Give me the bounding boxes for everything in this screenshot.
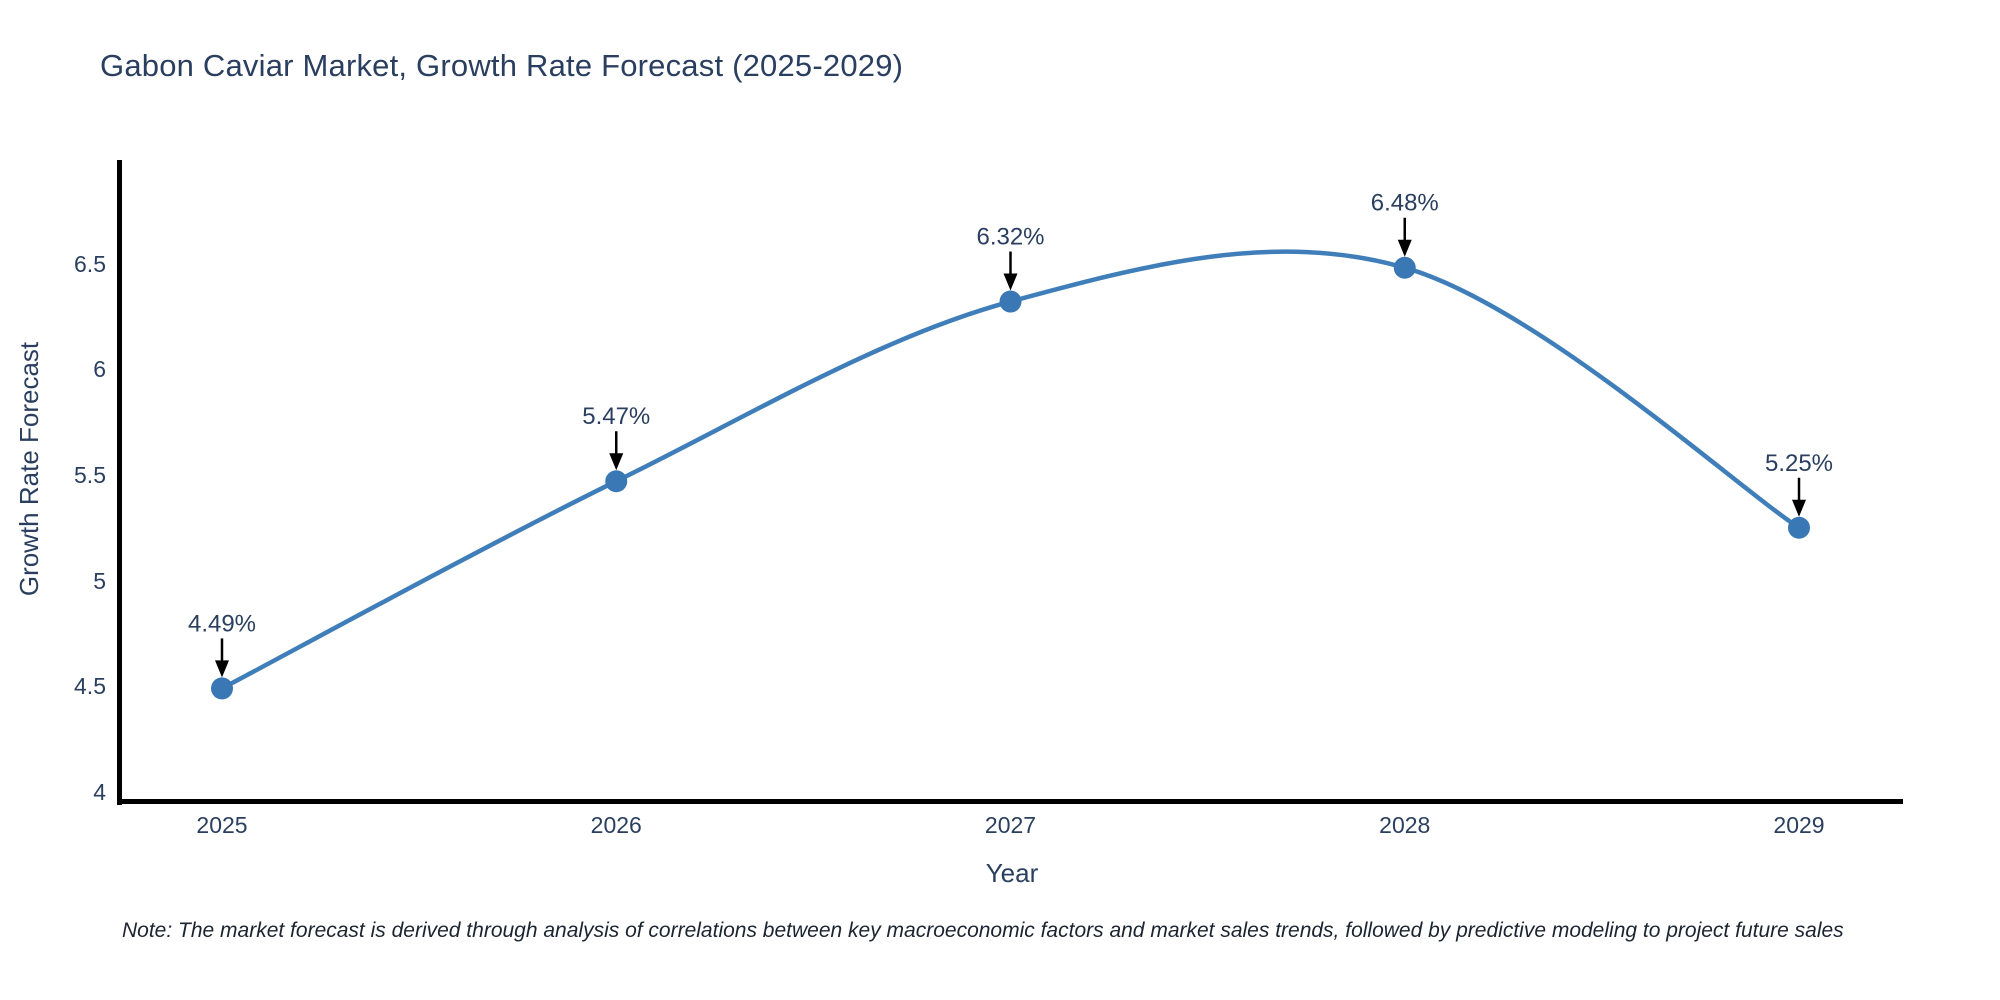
annotation-arrow-head-icon xyxy=(609,453,624,471)
data-point-marker xyxy=(999,290,1022,313)
data-point-marker xyxy=(1788,516,1810,539)
data-point-group: 5.47% xyxy=(582,403,650,493)
annotation-arrow-head-icon xyxy=(1003,273,1018,291)
annotation-label: 5.47% xyxy=(582,403,650,430)
x-tick-label: 2026 xyxy=(590,812,642,838)
x-tick-label: 2029 xyxy=(1773,812,1825,838)
data-point-group: 6.48% xyxy=(1371,190,1439,279)
annotation-arrow-head-icon xyxy=(1397,239,1412,257)
x-tick-label: 2025 xyxy=(196,812,248,838)
annotation-label: 6.48% xyxy=(1371,190,1439,217)
y-tick-label: 4.5 xyxy=(74,673,106,700)
footnote: Note: The market forecast is derived thr… xyxy=(122,919,1844,942)
x-tick-label: 2027 xyxy=(984,812,1037,838)
chart-title: Gabon Caviar Market, Growth Rate Forecas… xyxy=(100,48,904,83)
annotation-label: 4.49% xyxy=(188,610,256,637)
data-point-group: 4.49% xyxy=(188,610,256,700)
x-axis-line xyxy=(117,799,1903,804)
annotation-label: 5.25% xyxy=(1765,450,1833,477)
data-point-group: 5.25% xyxy=(1765,450,1833,539)
annotation-arrow-head-icon xyxy=(1792,499,1806,517)
y-tick-label: 4 xyxy=(93,779,106,805)
x-tick-label: 2028 xyxy=(1379,812,1431,838)
annotation-label: 6.32% xyxy=(976,224,1044,251)
trend-line xyxy=(219,249,1802,691)
data-point-marker xyxy=(211,677,233,700)
y-axis-line xyxy=(117,160,122,805)
data-point-group: 6.32% xyxy=(976,224,1045,313)
annotation-arrow-head-icon xyxy=(215,660,229,678)
data-point-marker xyxy=(1393,256,1416,279)
y-tick-label: 5.5 xyxy=(74,461,106,488)
data-point-marker xyxy=(605,470,628,493)
y-tick-label: 6 xyxy=(93,356,106,383)
y-tick-label: 5 xyxy=(93,567,106,594)
x-axis-title: Year xyxy=(985,858,1039,888)
y-tick-label: 6.5 xyxy=(74,250,106,277)
